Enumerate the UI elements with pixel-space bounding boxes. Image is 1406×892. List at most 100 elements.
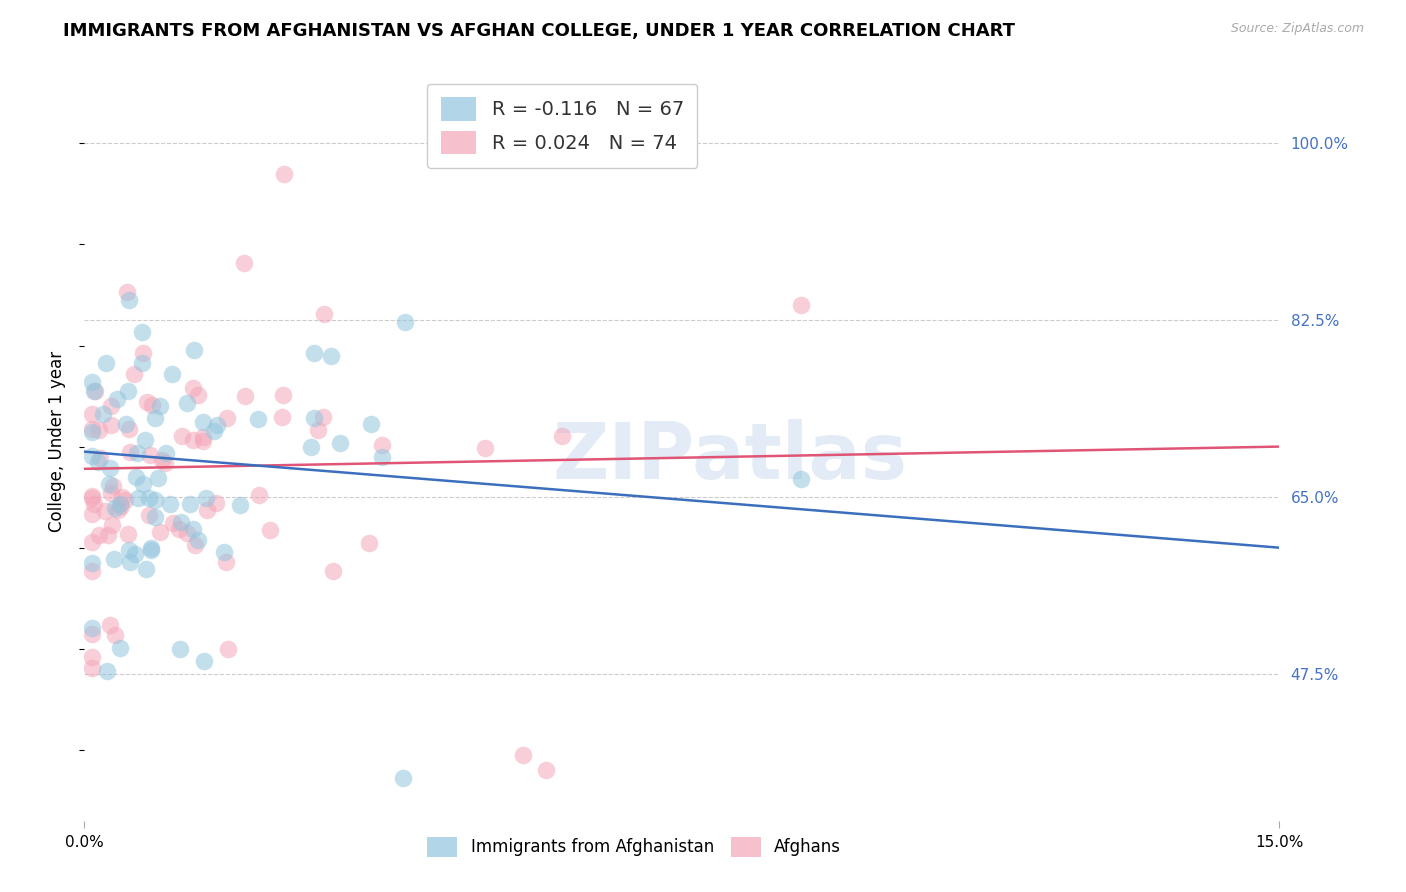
Point [181,380,204,394]
Point [150,453,173,467]
Point [247,412,270,426]
Point [82,661,104,675]
Point [790,298,813,312]
Point [195,503,218,517]
Point [98,476,121,491]
Point [145,410,167,425]
Point [217,410,239,425]
Point [104,628,127,642]
Point [360,417,382,432]
Point [132,346,155,360]
Point [536,763,558,777]
Point [100,418,122,433]
Point [97,528,120,542]
Point [139,543,162,558]
Point [82,376,104,390]
Point [183,343,205,358]
Point [512,747,534,762]
Point [122,368,145,382]
Point [790,472,813,486]
Point [153,456,176,470]
Point [134,433,156,447]
Point [100,486,122,500]
Point [114,493,136,508]
Point [551,429,574,443]
Point [229,498,252,512]
Point [82,564,104,578]
Point [82,649,104,664]
Point [124,547,146,561]
Point [96,665,118,679]
Point [104,501,127,516]
Point [184,538,207,552]
Point [259,524,281,538]
Point [169,515,191,529]
Legend: Immigrants from Afghanistan, Afghans: Immigrants from Afghanistan, Afghans [419,829,849,865]
Point [394,315,416,329]
Point [118,293,141,307]
Point [138,491,160,505]
Point [160,367,183,381]
Point [215,556,238,570]
Point [143,509,166,524]
Point [371,450,394,464]
Point [108,497,131,511]
Point [110,499,132,513]
Point [118,445,141,459]
Point [271,388,294,402]
Point [247,488,270,502]
Point [329,435,352,450]
Point [103,551,125,566]
Point [176,525,198,540]
Point [110,640,132,655]
Point [183,433,205,447]
Point [187,533,209,547]
Point [143,492,166,507]
Point [176,396,198,410]
Point [93,504,115,518]
Point [87,455,110,469]
Point [179,497,201,511]
Point [111,490,134,504]
Point [169,522,191,536]
Text: Source: ZipAtlas.com: Source: ZipAtlas.com [1230,22,1364,36]
Point [124,470,146,484]
Point [101,479,124,493]
Text: ZIPatlas: ZIPatlas [553,418,907,495]
Point [105,392,128,407]
Point [82,507,104,521]
Point [193,429,215,443]
Point [135,394,157,409]
Point [120,555,142,569]
Point [115,417,138,432]
Point [149,400,172,414]
Point [100,399,122,413]
Point [322,564,344,578]
Point [474,441,496,455]
Point [202,424,225,438]
Point [139,448,162,462]
Point [193,434,215,449]
Point [83,384,105,399]
Point [138,508,160,522]
Point [96,356,118,370]
Point [82,489,104,503]
Point [148,471,170,485]
Point [155,446,177,460]
Point [93,407,115,421]
Point [307,423,329,437]
Point [187,388,209,402]
Y-axis label: College, Under 1 year: College, Under 1 year [48,351,66,533]
Point [149,524,172,539]
Point [82,621,104,635]
Point [204,496,226,510]
Point [127,491,149,505]
Point [194,491,217,506]
Point [82,556,104,570]
Point [193,654,215,668]
Point [131,325,153,339]
Point [139,541,162,555]
Point [302,411,325,425]
Point [98,617,121,632]
Point [82,627,104,641]
